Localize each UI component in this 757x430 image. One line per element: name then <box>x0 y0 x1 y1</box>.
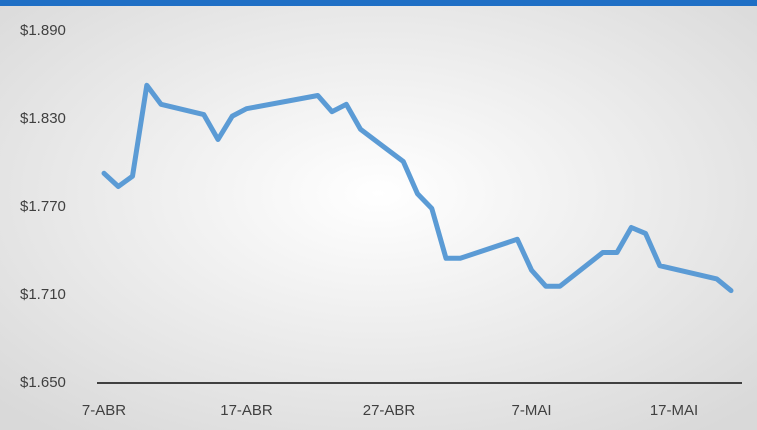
y-tick-label: $1.650 <box>20 374 66 391</box>
y-tick-label: $1.770 <box>20 198 66 215</box>
x-tick-label: 17-ABR <box>220 402 273 419</box>
x-tick-label: 7-ABR <box>82 402 126 419</box>
x-tick-label: 27-ABR <box>363 402 416 419</box>
x-tick-label: 7-MAI <box>511 402 551 419</box>
x-tick-label: 17-MAI <box>650 402 698 419</box>
price-line <box>101 82 734 294</box>
y-tick-label: $1.710 <box>20 286 66 303</box>
y-tick-label: $1.890 <box>20 22 66 39</box>
y-tick-label: $1.830 <box>20 110 66 127</box>
top-bar <box>0 0 757 6</box>
